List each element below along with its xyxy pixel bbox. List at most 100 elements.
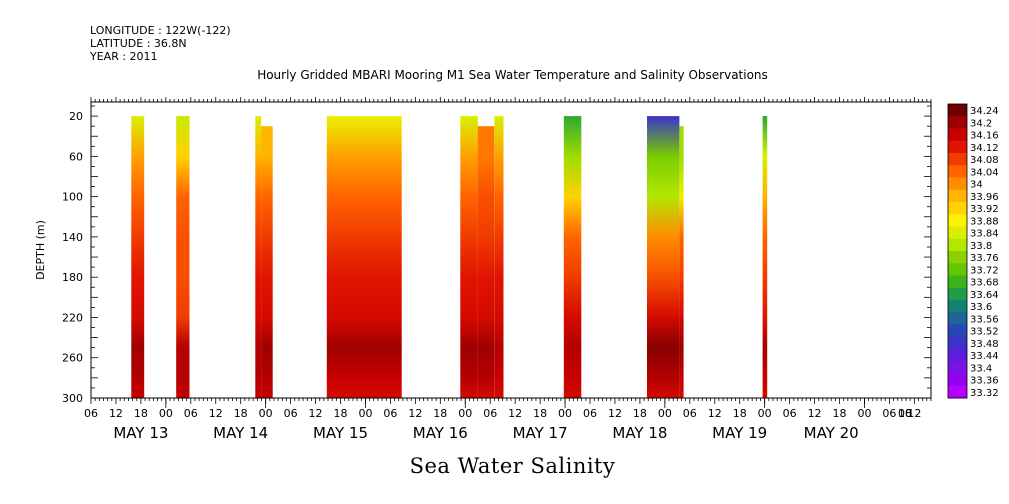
x-day-label: MAY 20	[804, 424, 859, 442]
colorbar-swatch	[948, 165, 967, 178]
x-hour-tick-label: 12	[808, 407, 822, 420]
colorbar-swatch	[948, 373, 967, 387]
plot-frame	[90, 101, 932, 399]
colorbar-label: 33.92	[970, 204, 999, 215]
colorbar-swatch	[948, 128, 967, 142]
colorbar-label: 33.8	[970, 241, 992, 252]
colorbar-swatch	[948, 385, 967, 399]
x-hour-tick-label: 06	[184, 407, 198, 420]
colorbar-label: 34.12	[970, 143, 999, 154]
data-segment	[679, 126, 684, 398]
x-day-label: MAY 17	[513, 424, 568, 442]
x-hour-tick-label: 00	[857, 407, 871, 420]
x-day-label: MAY 19	[712, 424, 767, 442]
x-hour-tick-label: 00	[658, 407, 672, 420]
colorbar-swatch	[948, 177, 967, 191]
colorbar-swatch	[948, 287, 967, 301]
x-hour-tick-label: 12	[309, 407, 323, 420]
x-hour-tick-label: 12	[508, 407, 522, 420]
x-day-label: MAY 18	[612, 424, 667, 442]
x-hour-tick-label: 00	[458, 407, 472, 420]
x-hour-tick-label: 00	[558, 407, 572, 420]
x-hour-tick-label: 18	[733, 407, 747, 420]
colorbar-label: 33.48	[970, 339, 999, 350]
x-hour-tick-label: 12	[608, 407, 622, 420]
data-segment	[477, 126, 495, 398]
x-hour-tick-label: 06	[84, 407, 98, 420]
colorbar-swatch	[948, 189, 967, 203]
x-hour-tick-label: 12	[408, 407, 422, 420]
y-tick-label: 140	[62, 231, 83, 244]
x-hour-tick-label: 06	[383, 407, 397, 420]
x-day-label: MAY 13	[113, 424, 168, 442]
y-axis-label: DEPTH (m)	[34, 220, 47, 280]
data-segment	[494, 116, 504, 398]
colorbar-frame	[947, 103, 968, 399]
colorbar-label: 33.6	[970, 302, 992, 313]
colorbar-label: 33.52	[970, 327, 999, 338]
colorbar-swatch	[948, 153, 967, 166]
colorbar-label: 33.36	[970, 376, 999, 387]
x-hour-tick-label: 18	[898, 407, 912, 420]
colorbar-swatch	[948, 324, 967, 338]
data-segment	[563, 116, 582, 398]
data-segment	[131, 116, 145, 398]
colorbar-label: 33.84	[970, 229, 999, 240]
x-hour-tick-label: 18	[134, 407, 148, 420]
colorbar-label: 33.96	[970, 192, 999, 203]
colorbar-label: 33.56	[970, 314, 999, 325]
y-tick-label: 300	[62, 392, 83, 405]
y-tick-label: 60	[69, 150, 83, 163]
data-segments	[131, 116, 768, 398]
colorbar-label: 33.32	[970, 388, 999, 399]
x-hour-tick-label: 06	[284, 407, 298, 420]
colorbar-label: 34	[970, 180, 983, 191]
colorbar-swatch	[948, 226, 967, 240]
colorbar-label: 33.88	[970, 216, 999, 227]
x-hour-tick-label: 06	[583, 407, 597, 420]
data-segment	[261, 126, 273, 398]
x-hour-tick-label: 18	[433, 407, 447, 420]
data-segment	[176, 116, 190, 398]
colorbar-label: 33.4	[970, 363, 992, 374]
y-tick-label: 260	[62, 352, 83, 365]
chart-title: Hourly Gridded MBARI Mooring M1 Sea Wate…	[257, 68, 768, 82]
colorbar-label: 33.72	[970, 265, 999, 276]
x-hour-tick-label: 06	[683, 407, 697, 420]
year-label: YEAR : 2011	[90, 50, 158, 63]
data-segment	[460, 116, 478, 398]
colorbar-label: 33.64	[970, 290, 999, 301]
data-segment	[255, 116, 262, 398]
colorbar-swatch	[948, 238, 967, 252]
colorbar-label: 33.68	[970, 278, 999, 289]
x-hour-tick-label: 18	[334, 407, 348, 420]
x-hour-tick-label: 00	[358, 407, 372, 420]
x-hour-tick-label: 00	[159, 407, 173, 420]
colorbar-label: 34.04	[970, 167, 999, 178]
x-hour-tick-label: 12	[907, 407, 921, 420]
colorbar-swatch	[948, 361, 967, 374]
colorbar-label: 33.76	[970, 253, 999, 264]
x-hour-tick-label: 00	[898, 407, 912, 420]
colorbar-label: 34.08	[970, 155, 999, 166]
x-hour-tick-label: 18	[234, 407, 248, 420]
x-hour-tick-label: 06	[783, 407, 797, 420]
y-tick-label: 220	[62, 311, 83, 324]
colorbar-swatch	[948, 116, 967, 129]
colorbar-swatch	[948, 263, 967, 276]
colorbar-label: 34.16	[970, 131, 999, 142]
y-tick-label: 100	[62, 191, 83, 204]
longitude-label: LONGITUDE : 122W(-122)	[90, 24, 231, 37]
colorbar-label: 33.44	[970, 351, 999, 362]
colorbar-swatch	[948, 336, 967, 350]
colorbar-swatch	[948, 140, 967, 154]
data-segment	[762, 116, 768, 398]
data-segment	[326, 116, 402, 398]
x-hour-tick-label: 06	[483, 407, 497, 420]
data-segment	[647, 116, 680, 398]
colorbar-swatch	[948, 251, 967, 264]
x-hour-tick-label: 12	[209, 407, 223, 420]
colorbar-swatch	[948, 214, 967, 227]
colorbar-swatch	[948, 104, 967, 117]
